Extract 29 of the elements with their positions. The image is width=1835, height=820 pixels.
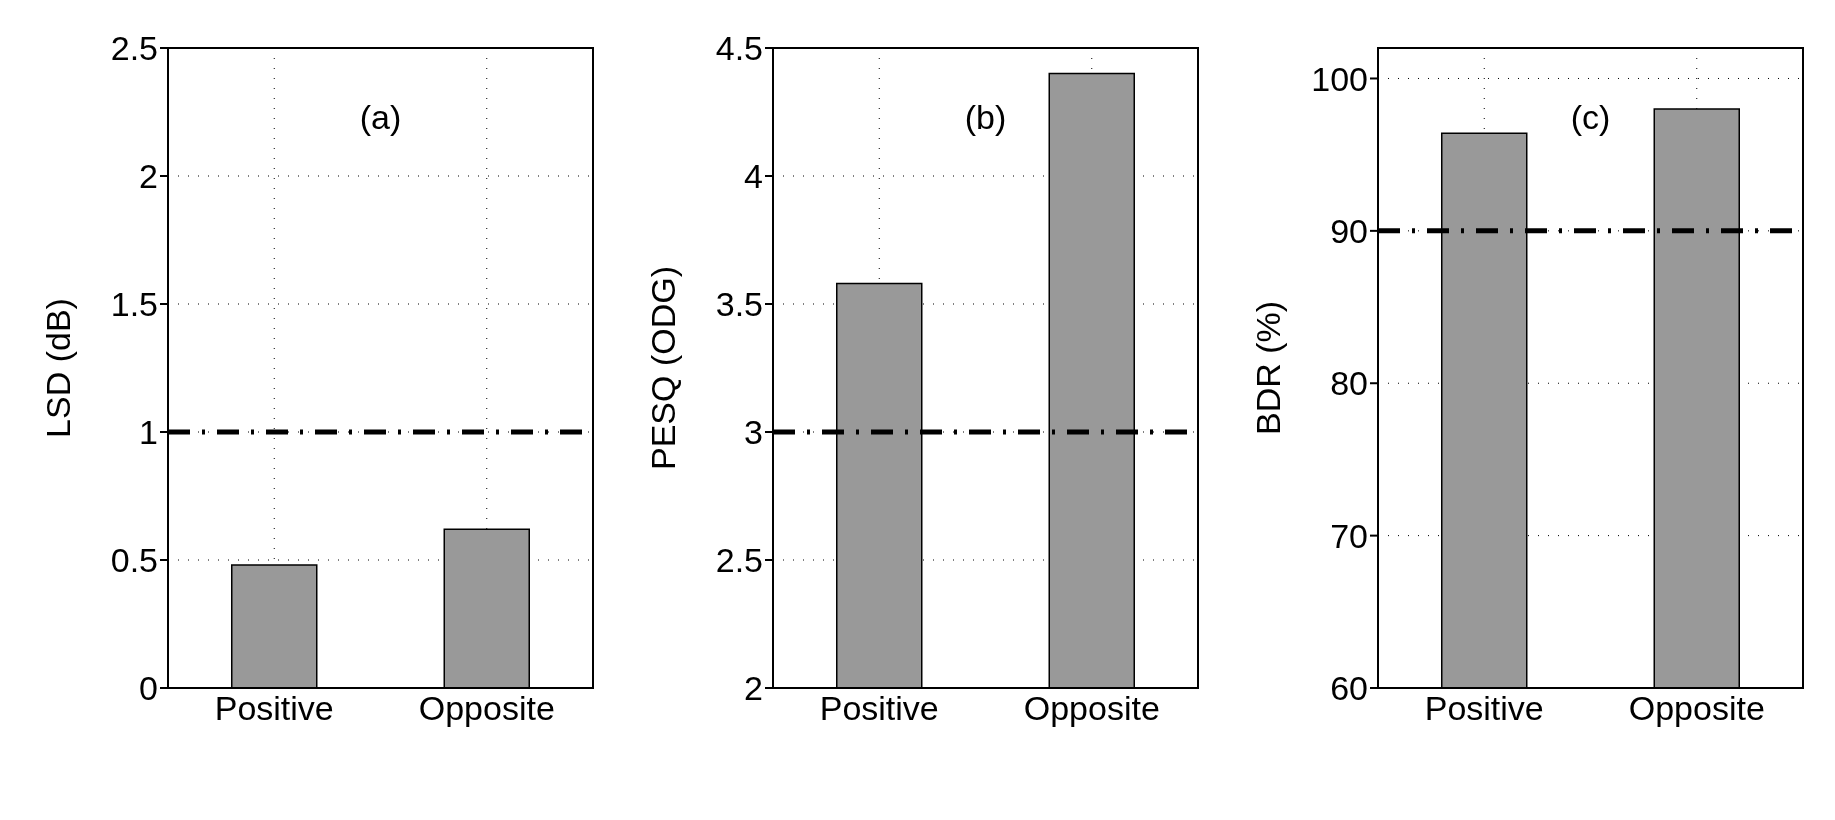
y-tick-label: 0.5 [110,541,158,580]
x-tick-label: Positive [214,689,334,728]
annotation: (c) [1569,98,1612,137]
y-tick-label: 1.5 [110,285,158,324]
y-axis-title: LSD (dB) [39,298,78,438]
x-tick-label: Opposite [418,689,555,728]
y-tick-label: 2 [139,157,158,196]
x-tick-label: Opposite [1023,689,1160,728]
x-tick-label: Positive [819,689,939,728]
y-tick-label: 100 [1311,59,1368,98]
y-tick-label: 2.5 [110,29,158,68]
y-tick-label: 3.5 [715,285,763,324]
y-tick-label: 70 [1330,516,1368,555]
x-tick-label: Positive [1424,689,1544,728]
y-tick-label: 2 [744,669,763,708]
y-tick-label: 3 [744,413,763,452]
x-tick-label: Opposite [1628,689,1765,728]
y-tick-label: 80 [1330,364,1368,403]
y-tick-label: 4.5 [715,29,763,68]
y-tick-label: 0 [139,669,158,708]
y-tick-label: 2.5 [715,541,763,580]
annotation: (b) [963,98,1008,137]
y-tick-label: 60 [1330,669,1368,708]
annotation: (a) [358,98,403,137]
y-tick-label: 1 [139,413,158,452]
y-tick-label: 4 [744,157,763,196]
y-tick-label: 90 [1330,211,1368,250]
y-axis-title: BDR (%) [1249,300,1288,436]
y-axis-title: PESQ (ODG) [644,265,683,471]
